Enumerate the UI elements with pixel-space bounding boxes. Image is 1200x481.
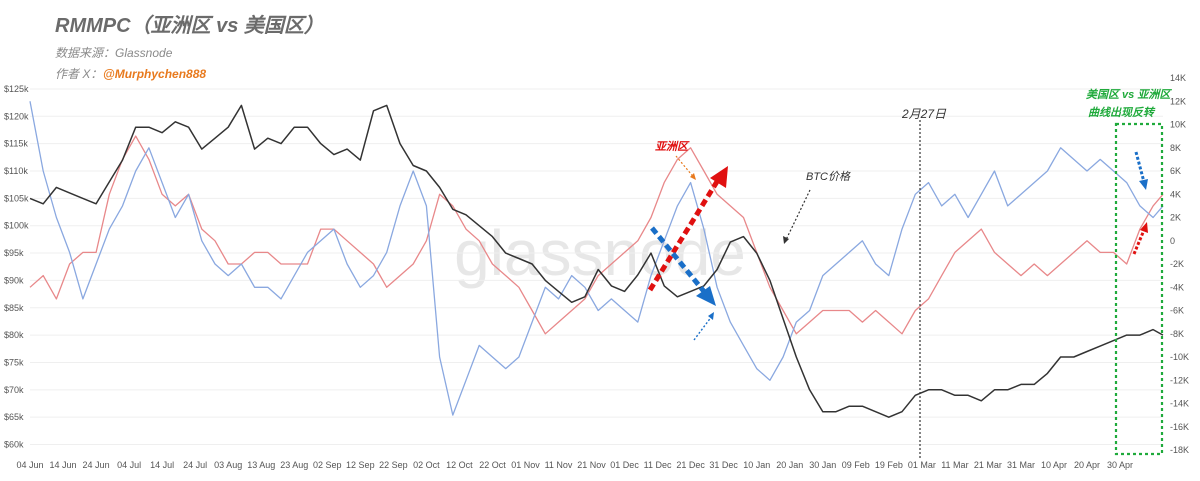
- series-layer: [29, 101, 1164, 418]
- y-right-tick-label: 6K: [1170, 166, 1181, 176]
- btc-pointer-head: [783, 236, 789, 244]
- x-tick-label: 11 Nov: [545, 460, 573, 470]
- feb27-label: 2月27日: [901, 107, 947, 121]
- box-red-arrow-head: [1140, 222, 1148, 233]
- y-right-tick-label: 0: [1170, 236, 1175, 246]
- box-label-line2: 曲线出现反转: [1088, 106, 1156, 119]
- box-blue-arrow-head: [1139, 179, 1148, 190]
- annotations: 2月27日 美国区 vs 亚洲区 曲线出现反转 亚洲区 BTC价格: [647, 88, 1172, 460]
- y-left-tick-label: $70k: [4, 385, 24, 395]
- y-left-tick-label: $125k: [4, 84, 29, 94]
- y-right-tick-label: -18K: [1170, 445, 1189, 455]
- x-tick-label: 03 Aug: [214, 460, 242, 470]
- y-left-tick-label: $90k: [4, 275, 24, 285]
- x-tick-label: 20 Jan: [776, 460, 803, 470]
- x-tick-label: 10 Apr: [1041, 460, 1067, 470]
- x-tick-label: 10 Jan: [743, 460, 770, 470]
- y-right-tick-label: 14K: [1170, 73, 1186, 83]
- y-right-tick-label: -12K: [1170, 375, 1189, 385]
- source-line: 数据来源：Glassnode: [55, 46, 173, 60]
- y-left-tick-label: $75k: [4, 357, 24, 367]
- x-tick-label: 30 Jan: [809, 460, 836, 470]
- y-right-tick-label: -4K: [1170, 282, 1184, 292]
- x-tick-label: 22 Sep: [379, 460, 408, 470]
- asia-series-line: [29, 135, 1164, 335]
- x-tick-label: 02 Oct: [413, 460, 440, 470]
- blue-trend-arrow-head: [696, 286, 716, 306]
- grid: [30, 88, 1163, 446]
- x-tick-label: 20 Apr: [1074, 460, 1100, 470]
- btc-pointer: [783, 189, 811, 245]
- y-right-tick-label: -14K: [1170, 399, 1189, 409]
- box-red-arrow: [1132, 229, 1146, 255]
- chart-title: RMMPC（亚洲区 vs 美国区）: [55, 14, 324, 37]
- x-tick-label: 09 Feb: [842, 460, 870, 470]
- asia-pointer: [675, 155, 697, 181]
- x-tick-label: 23 Aug: [280, 460, 308, 470]
- y-axis-right: -18K -16K -14K -12K -10K -8K -6K -4K -2K 0 2K 4K 6K 8…: [1170, 73, 1189, 455]
- x-tick-label: 04 Jun: [16, 460, 43, 470]
- y-left-tick-label: $85k: [4, 303, 24, 313]
- y-right-tick-label: 12K: [1170, 96, 1186, 106]
- box-label-line1: 美国区 vs 亚洲区: [1086, 88, 1172, 101]
- blue-trend-arrow: [650, 226, 708, 296]
- x-tick-label: 11 Mar: [941, 460, 968, 470]
- small-blue-pointer: [693, 315, 713, 341]
- x-tick-label: 21 Nov: [577, 460, 606, 470]
- y-right-tick-label: -6K: [1170, 306, 1184, 316]
- x-tick-label: 12 Sep: [346, 460, 375, 470]
- asia-pointer-head: [690, 173, 696, 180]
- y-right-tick-label: -16K: [1170, 422, 1189, 432]
- y-right-tick-label: 4K: [1170, 189, 1181, 199]
- x-tick-label: 14 Jul: [150, 460, 174, 470]
- x-tick-label: 24 Jul: [183, 460, 207, 470]
- x-tick-label: 04 Jul: [117, 460, 141, 470]
- x-tick-label: 14 Jun: [50, 460, 77, 470]
- btc-series-line: [29, 104, 1164, 418]
- x-tick-label: 21 Mar: [974, 460, 1002, 470]
- x-tick-label: 13 Aug: [247, 460, 275, 470]
- small-blue-pointer-head: [708, 312, 714, 320]
- x-tick-label: 22 Oct: [479, 460, 506, 470]
- y-right-tick-label: 2K: [1170, 213, 1181, 223]
- y-left-tick-label: $100k: [4, 221, 29, 231]
- x-tick-label: 24 Jun: [83, 460, 110, 470]
- x-tick-label: 01 Nov: [511, 460, 540, 470]
- red-trend-arrow-head: [710, 166, 728, 188]
- x-tick-label: 31 Dec: [709, 460, 738, 470]
- y-left-tick-label: $115k: [4, 139, 28, 149]
- author-handle[interactable]: @Murphychen888: [103, 67, 206, 81]
- x-tick-label: 02 Sep: [313, 460, 342, 470]
- y-right-tick-label: 8K: [1170, 143, 1181, 153]
- us-series-line: [29, 101, 1164, 416]
- x-tick-label: 21 Dec: [676, 460, 705, 470]
- y-left-tick-label: $65k: [4, 412, 24, 422]
- x-tick-label: 12 Oct: [446, 460, 473, 470]
- y-left-tick-label: $95k: [4, 248, 24, 258]
- box-blue-arrow: [1134, 151, 1146, 183]
- x-tick-label: 19 Feb: [875, 460, 903, 470]
- btc-label: BTC价格: [806, 170, 851, 183]
- author-prefix: 作者 X：: [55, 67, 102, 81]
- reversal-box: [1114, 122, 1164, 456]
- x-tick-label: 01 Mar: [908, 460, 936, 470]
- x-tick-label: 30 Apr: [1107, 460, 1133, 470]
- y-right-tick-label: 10K: [1170, 120, 1186, 130]
- y-left-tick-label: $60k: [4, 440, 24, 450]
- y-left-tick-label: $120k: [4, 111, 29, 121]
- x-tick-label: 11 Dec: [644, 460, 672, 470]
- y-left-tick-label: $80k: [4, 330, 24, 340]
- y-right-tick-label: -2K: [1170, 259, 1184, 269]
- y-left-tick-label: $110k: [4, 166, 28, 176]
- x-tick-label: 01 Dec: [610, 460, 639, 470]
- y-right-tick-label: -8K: [1170, 329, 1184, 339]
- y-axis-left: $60k $65k $70k $75k $80k $85k $90k $95k $100k $10…: [4, 84, 29, 450]
- y-left-tick-label: $105k: [4, 193, 29, 203]
- x-axis: 04 Jun 14 Jun 24 Jun 04 Jul 14 Jul 24 Jul 03 A…: [16, 460, 1133, 470]
- asia-label: 亚洲区: [655, 140, 690, 153]
- y-right-tick-label: -10K: [1170, 352, 1189, 362]
- x-tick-label: 31 Mar: [1007, 460, 1035, 470]
